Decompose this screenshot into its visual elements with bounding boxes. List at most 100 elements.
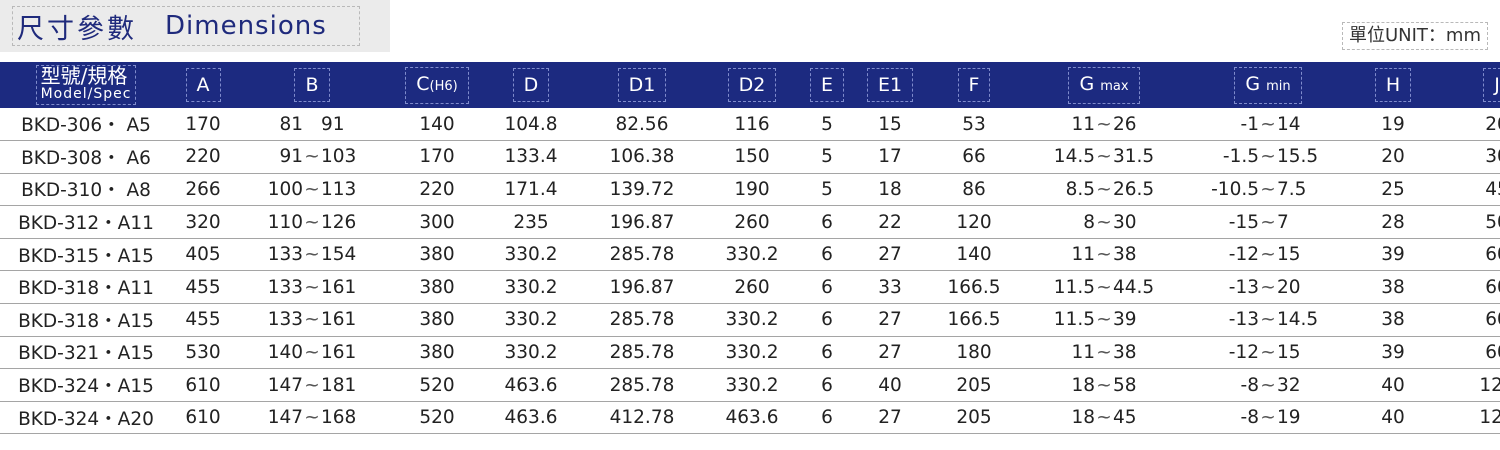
cell-a: 320 [185,211,221,233]
cell-gmin-low: -8 [1240,374,1259,396]
cell-d2: 116 [734,113,770,135]
cell-gmin-low: -13 [1228,276,1259,298]
cell-b-high: 113 [321,178,357,200]
cell-e1: 40 [878,374,902,396]
cell-f: 180 [956,341,992,363]
cell-j: 60 [1485,341,1500,363]
cell-b-separator: ~ [304,211,320,233]
cell-b-high: 181 [321,374,357,396]
header-e1: E1 [856,62,924,108]
cell-h: 39 [1381,244,1405,266]
cell-gmin: -1.5~15.5 [1184,141,1352,174]
cell-e1: 22 [878,211,902,233]
header-a: A [172,62,234,108]
cell-b-low: 133 [267,309,303,331]
header-model-cn: 型號/規格 [40,64,128,88]
cell-j: 60 [1485,244,1500,266]
unit-label: 單位UNIT：mm [1341,22,1488,50]
cell-b: 133~154 [234,238,390,271]
cell-f: 166.5 [947,276,1001,298]
table-row: BKD-321・A15 530 140~161 380 330.2 285.78 330.2… [0,336,1500,369]
cell-b-low: 133 [267,276,303,298]
cell-b-high: 161 [321,276,357,298]
cell-gmin: -15~7 [1184,206,1352,239]
cell-gmin-low: -12 [1228,341,1259,363]
cell-gmax-high: 38 [1113,341,1137,363]
cell-gmin: -12~15 [1184,238,1352,271]
cell-gmax-separator: ~ [1096,146,1112,168]
cell-c: 220 [419,178,455,200]
cell-h: 40 [1381,407,1405,429]
title-frame: 尺寸參數 Dimensions [12,6,360,46]
cell-j: 30 [1485,146,1500,168]
cell-c: 380 [419,244,455,266]
cell-j: 120 [1479,374,1500,396]
cell-a: 610 [185,374,221,396]
cell-b-separator: ~ [304,374,320,396]
cell-gmax-separator: ~ [1096,276,1112,298]
cell-gmin: -10.5~7.5 [1184,173,1352,206]
cell-b-low: 81 [279,113,303,135]
cell-gmin-separator: ~ [1260,211,1276,233]
table-row: BKD-308・ A6 220 91~103 170 133.4 106.38 150 5 17… [0,141,1500,174]
cell-gmax-high: 31.5 [1113,146,1155,168]
cell-gmin-high: 15.5 [1277,146,1319,168]
header-gmax-box: G max [1068,66,1140,104]
cell-gmax-high: 39 [1113,309,1137,331]
header-d1: D1 [578,62,706,108]
cell-j: 20 [1485,113,1500,135]
cell-a: 455 [185,276,221,298]
cell-gmin-low: -1.5 [1222,146,1259,168]
header-a-label: A [185,68,221,102]
header-f: F [924,62,1024,108]
cell-b-high: 91 [321,113,345,135]
cell-gmax-high: 45 [1113,407,1137,429]
cell-gmax: 14.5~31.5 [1024,141,1184,174]
cell-f: 120 [956,211,992,233]
cell-f: 205 [956,374,992,396]
header-j: J [1434,62,1500,108]
header-c: C(H6) [390,62,484,108]
cell-b: 133~161 [234,304,390,337]
header-d1-label: D1 [617,68,667,102]
cell-a: 455 [185,309,221,331]
cell-d1: 82.56 [615,113,669,135]
header-model: 型號/規格 Model/Spec [0,62,172,108]
cell-b-low: 147 [267,374,303,396]
cell-gmax-high: 30 [1113,211,1137,233]
cell-d2: 330.2 [725,309,779,331]
cell-gmin-high: 15 [1277,244,1301,266]
cell-gmin-separator: ~ [1260,146,1276,168]
cell-h: 20 [1381,146,1405,168]
cell-b-low: 91 [279,146,303,168]
cell-d2: 330.2 [725,244,779,266]
cell-gmax: 11.5~44.5 [1024,271,1184,304]
cell-gmin-separator: ~ [1260,178,1276,200]
cell-gmax-low: 11.5 [1053,276,1095,298]
cell-gmin-low: -8 [1240,407,1259,429]
cell-gmin-separator: ~ [1260,113,1276,135]
cell-d: 235 [513,211,549,233]
cell-gmin: -13~14.5 [1184,304,1352,337]
cell-b-separator: ~ [304,276,320,298]
header-gmin-sub: min [1266,78,1291,94]
cell-j: 60 [1485,309,1500,331]
cell-c: 170 [419,146,455,168]
cell-f: 53 [962,113,986,135]
cell-d: 133.4 [504,146,558,168]
cell-d: 330.2 [504,276,558,298]
cell-e: 5 [821,113,833,135]
cell-b-high: 126 [321,211,357,233]
cell-e: 5 [821,146,833,168]
cell-b-low: 100 [267,178,303,200]
cell-b: 81 91 [234,108,390,141]
cell-b-high: 168 [321,407,357,429]
header-d2-label: D2 [727,68,777,102]
cell-gmin-high: 14.5 [1277,309,1319,331]
cell-gmin-low: -13 [1228,309,1259,331]
cell-gmin-low: -12 [1228,244,1259,266]
cell-gmin-high: 7 [1277,211,1289,233]
title-chinese: 尺寸參數 [17,13,137,45]
cell-b-low: 140 [267,341,303,363]
cell-f: 140 [956,244,992,266]
